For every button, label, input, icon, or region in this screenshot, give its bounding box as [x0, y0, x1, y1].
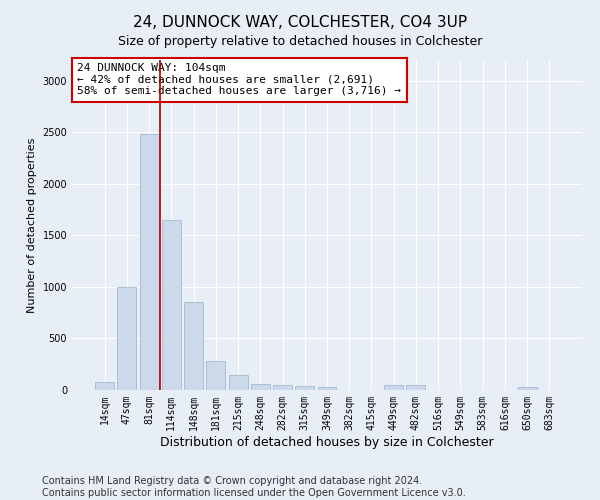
Bar	[118, 287, 136, 390]
Bar	[273, 385, 292, 390]
Text: 24, DUNNOCK WAY, COLCHESTER, CO4 3UP: 24, DUNNOCK WAY, COLCHESTER, CO4 3UP	[133, 15, 467, 30]
Bar	[295, 386, 314, 390]
Text: Size of property relative to detached houses in Colchester: Size of property relative to detached ho…	[118, 35, 482, 48]
Bar	[251, 384, 270, 390]
Bar	[206, 361, 225, 390]
Bar	[518, 387, 536, 390]
Bar	[406, 386, 425, 390]
Bar	[317, 387, 337, 390]
Y-axis label: Number of detached properties: Number of detached properties	[27, 138, 37, 312]
Bar	[140, 134, 158, 390]
Text: 24 DUNNOCK WAY: 104sqm
← 42% of detached houses are smaller (2,691)
58% of semi-: 24 DUNNOCK WAY: 104sqm ← 42% of detached…	[77, 64, 401, 96]
Bar	[229, 374, 248, 390]
Bar	[162, 220, 181, 390]
Bar	[95, 382, 114, 390]
X-axis label: Distribution of detached houses by size in Colchester: Distribution of detached houses by size …	[160, 436, 494, 448]
Text: Contains HM Land Registry data © Crown copyright and database right 2024.
Contai: Contains HM Land Registry data © Crown c…	[42, 476, 466, 498]
Bar	[184, 302, 203, 390]
Bar	[384, 386, 403, 390]
